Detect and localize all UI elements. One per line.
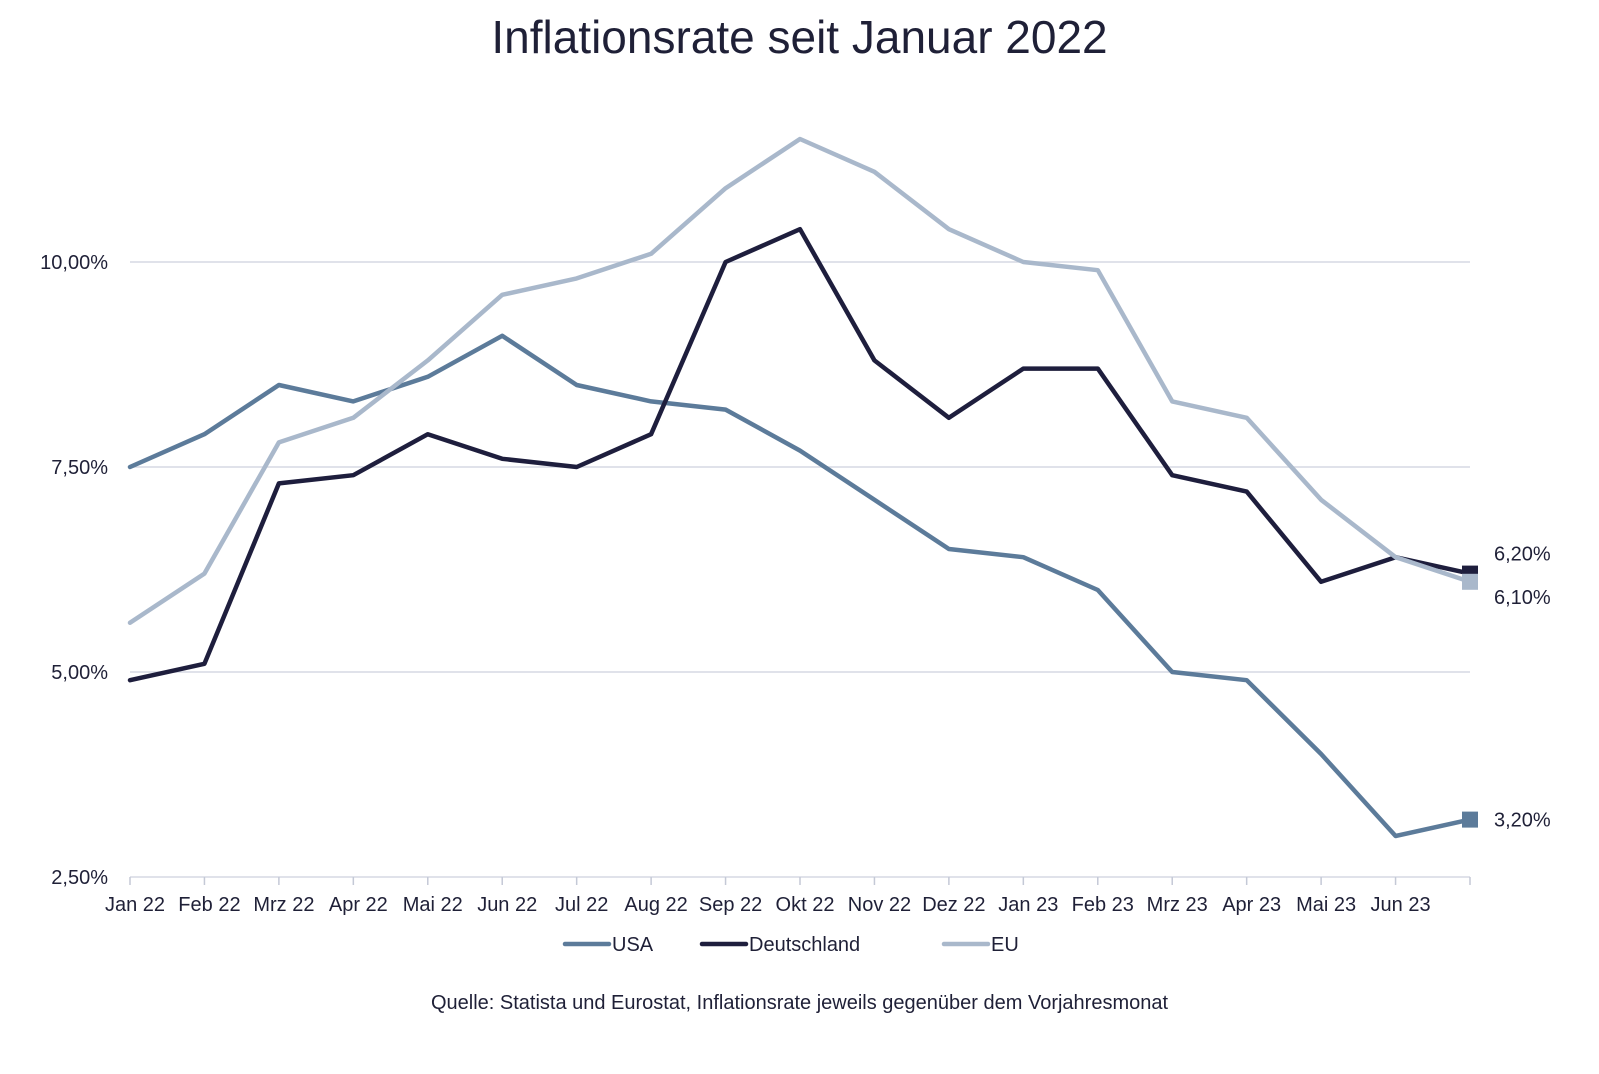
x-tick-label: Jan 22 [105, 894, 165, 916]
series-line-deutschland [127, 226, 1473, 683]
end-labels: 3,20% 6,20% 6,10% [1494, 544, 1551, 832]
x-tick-label: Jul 22 [555, 894, 608, 916]
legend-label-eu: EU [991, 934, 1019, 956]
legend-label-deutschland: Deutschland [749, 934, 860, 956]
series-line-eu [127, 136, 1473, 626]
end-label-eu: 6,10% [1494, 587, 1551, 609]
x-tick-label: Mrz 22 [253, 894, 314, 916]
y-tick-label: 10,00% [40, 252, 108, 274]
x-tick-label: Feb 22 [178, 894, 240, 916]
series-line-usa [127, 333, 1473, 839]
x-tick-label: Sep 22 [699, 894, 762, 916]
x-tick-label: Jun 22 [477, 894, 537, 916]
x-tick-label: Mai 23 [1296, 894, 1356, 916]
x-tick-label: Nov 22 [848, 894, 911, 916]
end-label-usa: 3,20% [1494, 810, 1551, 832]
x-tick-label: Mrz 23 [1147, 894, 1208, 916]
y-tick-label: 7,50% [51, 457, 108, 479]
gridlines [130, 261, 1470, 673]
y-tick-label: 5,00% [51, 662, 108, 684]
x-tick-label: Feb 23 [1072, 894, 1134, 916]
end-marker-usa [1462, 811, 1478, 828]
x-tick-label: Jan 23 [998, 894, 1058, 916]
x-tick-label: Okt 22 [776, 894, 835, 916]
x-tick-label: Apr 22 [329, 894, 388, 916]
x-tick-label: Dez 22 [922, 894, 985, 916]
x-tick-label: Mai 22 [403, 894, 463, 916]
y-tick-label: 2,50% [51, 867, 108, 889]
series-lines [127, 136, 1478, 839]
source-note: Quelle: Statista und Eurostat, Inflation… [430, 992, 1169, 1014]
end-marker-eu [1462, 573, 1478, 590]
axes: 2,50% 5,00% 7,50% 10,00% Jan 22 Feb 22 Mrz 22 A… [40, 252, 1471, 916]
legend: USA Deutschland EU [562, 934, 1019, 956]
x-tick-label: Apr 23 [1222, 894, 1281, 916]
chart-title: Inflationsrate seit Januar 2022 [491, 11, 1108, 63]
legend-label-usa: USA [612, 934, 654, 956]
x-tick-label: Jun 23 [1371, 894, 1431, 916]
end-label-deutschland: 6,20% [1494, 544, 1551, 566]
x-tick-label: Aug 22 [624, 894, 687, 916]
